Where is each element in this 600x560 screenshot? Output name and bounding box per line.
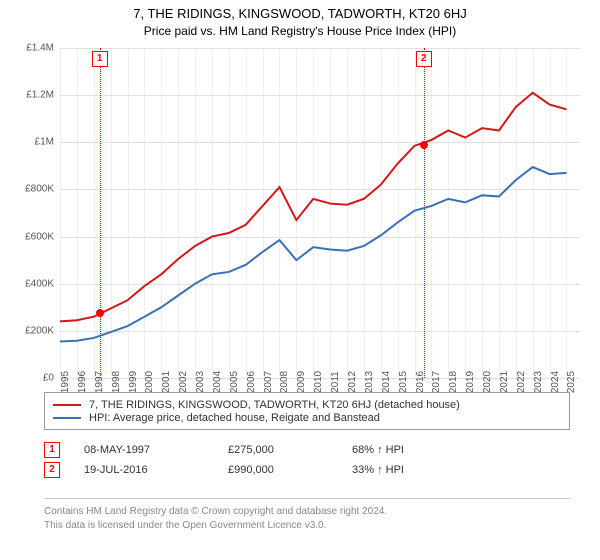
y-axis-label: £1M (35, 137, 54, 148)
y-axis-label: £200K (25, 325, 54, 336)
footer-attribution: Contains HM Land Registry data © Crown c… (44, 498, 570, 532)
sale-vertical-line (424, 48, 425, 378)
footer-line: Contains HM Land Registry data © Crown c… (44, 505, 570, 519)
series-property (60, 93, 566, 322)
legend-swatch (53, 417, 81, 419)
sale-point (96, 309, 104, 317)
legend: 7, THE RIDINGS, KINGSWOOD, TADWORTH, KT2… (44, 392, 570, 430)
legend-text: HPI: Average price, detached house, Reig… (89, 412, 380, 424)
y-axis-label: £600K (25, 231, 54, 242)
sale-row: 1 08-MAY-1997 £275,000 68% ↑ HPI (44, 442, 570, 458)
sales-table: 1 08-MAY-1997 £275,000 68% ↑ HPI 2 19-JUL-201… (44, 438, 570, 482)
page-title: 7, THE RIDINGS, KINGSWOOD, TADWORTH, KT2… (0, 6, 600, 21)
y-axis-label: £1.4M (26, 43, 54, 54)
sale-date: 08-MAY-1997 (84, 444, 204, 456)
legend-row: 7, THE RIDINGS, KINGSWOOD, TADWORTH, KT2… (53, 399, 561, 411)
sale-row: 2 19-JUL-2016 £990,000 33% ↑ HPI (44, 462, 570, 478)
y-axis-label: £800K (25, 184, 54, 195)
y-axis-label: £1.2M (26, 90, 54, 101)
y-axis-label: £0 (43, 373, 54, 384)
sale-point (420, 141, 428, 149)
sale-marker-badge: 1 (92, 51, 108, 67)
footer-line: This data is licensed under the Open Gov… (44, 519, 570, 533)
sale-vertical-line (100, 48, 101, 378)
sale-price: £275,000 (228, 444, 328, 456)
legend-text: 7, THE RIDINGS, KINGSWOOD, TADWORTH, KT2… (89, 399, 460, 411)
series-hpi (60, 167, 566, 341)
sale-badge: 1 (44, 442, 60, 458)
page-subtitle: Price paid vs. HM Land Registry's House … (0, 24, 600, 38)
sale-date: 19-JUL-2016 (84, 464, 204, 476)
y-axis-label: £400K (25, 278, 54, 289)
legend-swatch (53, 404, 81, 406)
sale-marker-badge: 2 (416, 51, 432, 67)
sale-price: £990,000 (228, 464, 328, 476)
price-chart: 1995199619971998199920002001200220032004… (60, 48, 580, 378)
sale-hpi-delta: 33% ↑ HPI (352, 464, 452, 476)
legend-row: HPI: Average price, detached house, Reig… (53, 412, 561, 424)
sale-hpi-delta: 68% ↑ HPI (352, 444, 452, 456)
sale-badge: 2 (44, 462, 60, 478)
